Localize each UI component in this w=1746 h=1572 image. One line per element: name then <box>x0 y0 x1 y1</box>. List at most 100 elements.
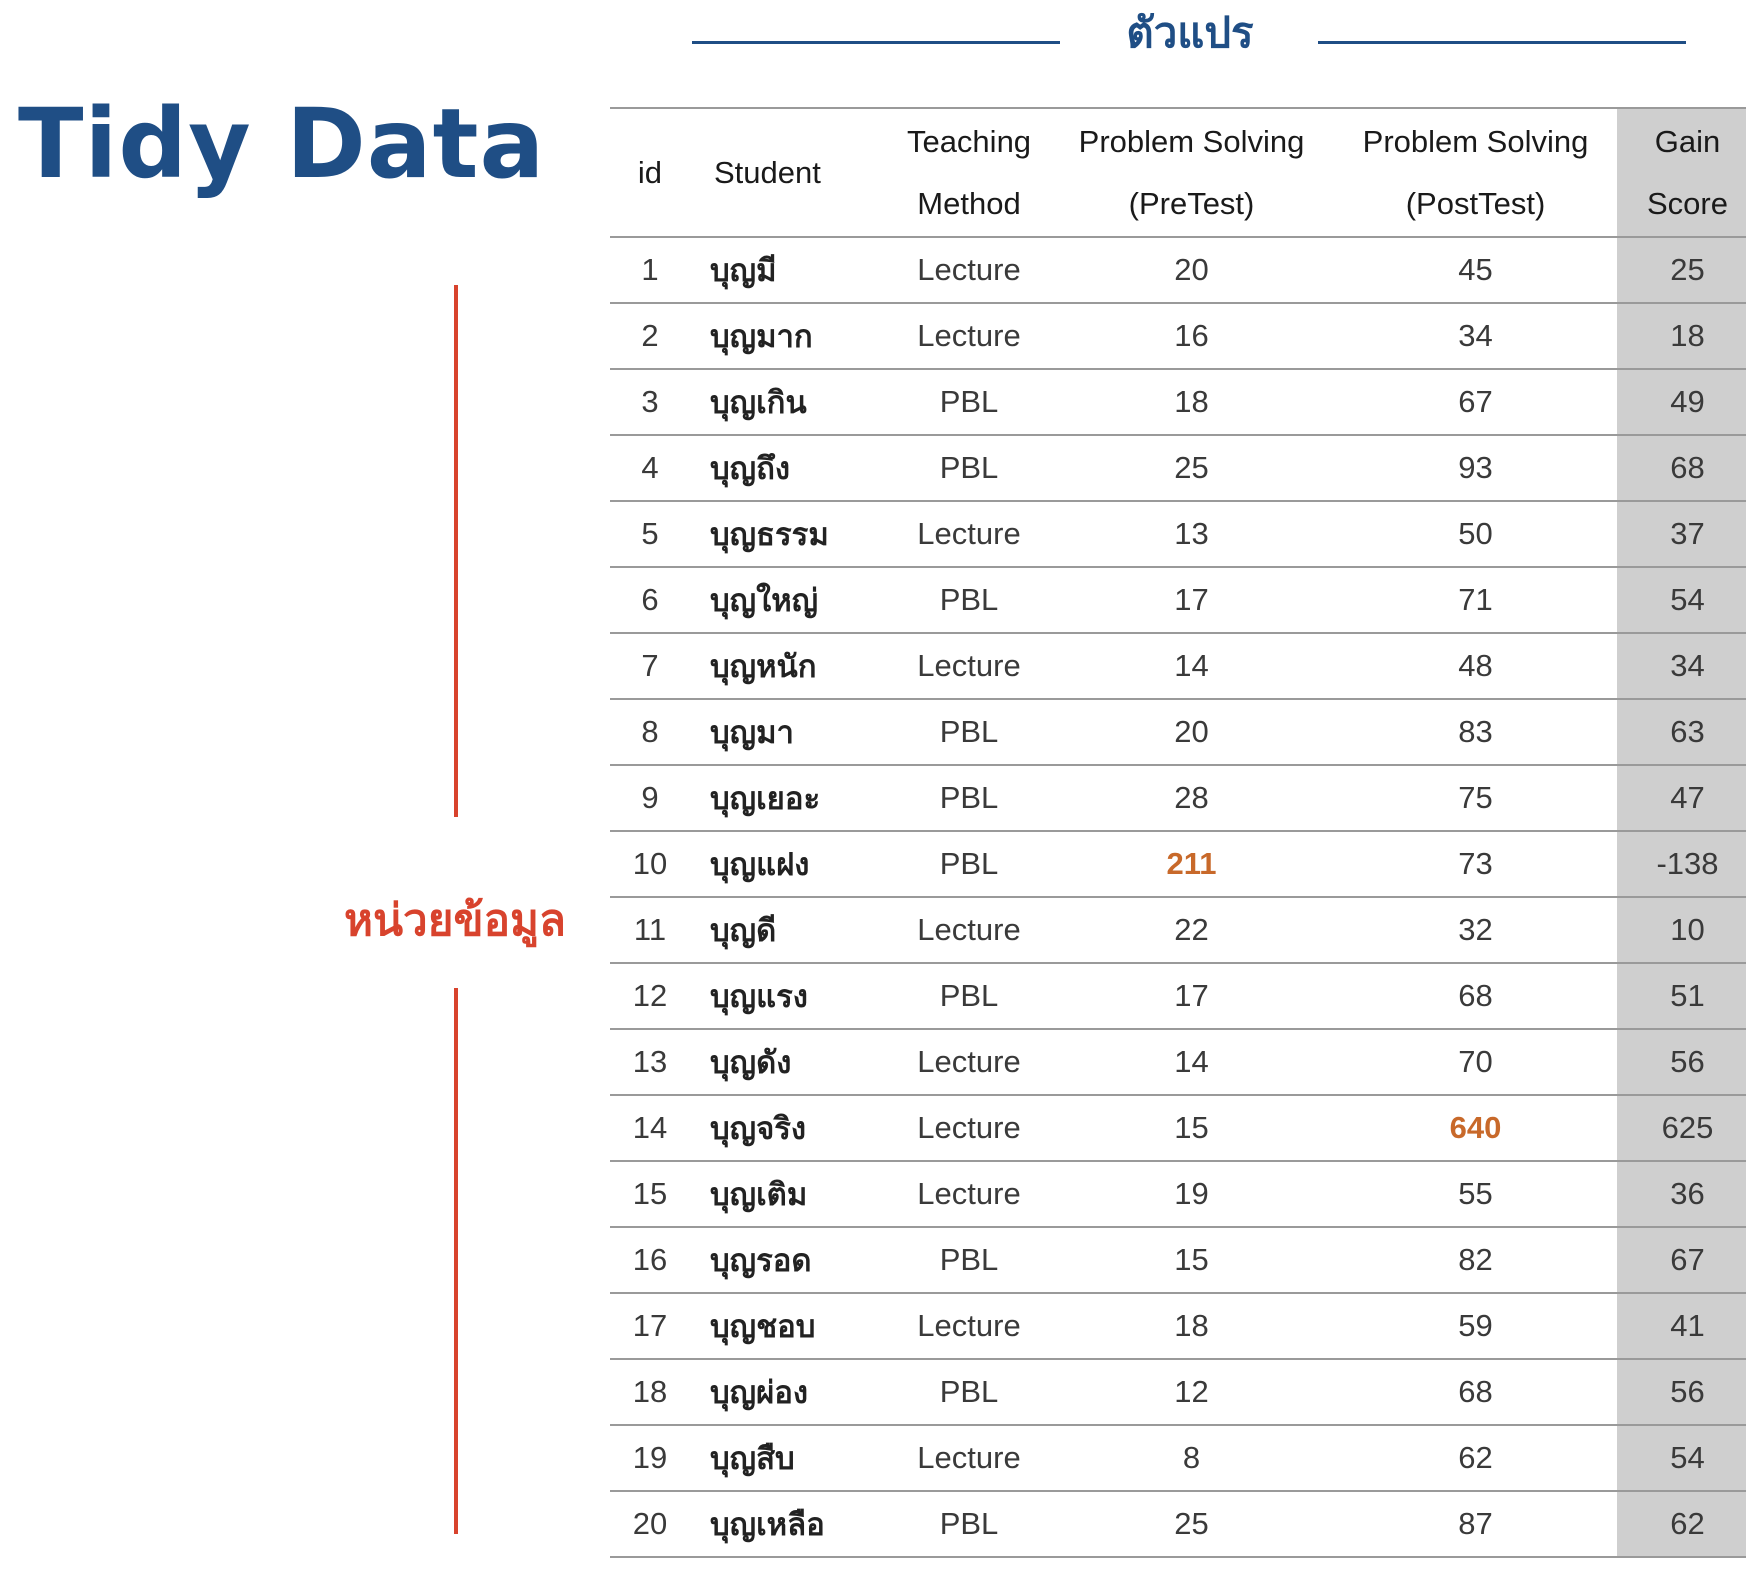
cell-id: 15 <box>610 1161 690 1228</box>
cell-posttest: 73 <box>1334 831 1617 898</box>
cell-id: 2 <box>610 303 690 370</box>
cell-pretest: 17 <box>1049 963 1334 1030</box>
cell-id: 8 <box>610 699 690 766</box>
cell-posttest: 62 <box>1334 1425 1617 1492</box>
table-row: 6 บุญใหญ่ PBL 17 71 54 <box>610 567 1746 634</box>
cell-posttest: 34 <box>1334 303 1617 370</box>
table-row: 7 บุญหนัก Lecture 14 48 34 <box>610 633 1746 700</box>
cell-pretest: 8 <box>1049 1425 1334 1492</box>
cell-teaching-method: Lecture <box>889 1095 1049 1162</box>
cell-id: 18 <box>610 1359 690 1426</box>
cell-teaching-method: Lecture <box>889 633 1049 700</box>
cell-teaching-method: PBL <box>889 765 1049 832</box>
cell-gain-score: 37 <box>1617 501 1746 568</box>
cell-teaching-method: PBL <box>889 1227 1049 1294</box>
cell-gain-score: 51 <box>1617 963 1746 1030</box>
cell-student: บุญรอด <box>690 1227 889 1294</box>
cell-teaching-method: Lecture <box>889 897 1049 964</box>
cell-student: บุญถึง <box>690 435 889 502</box>
cell-teaching-method: PBL <box>939 1506 999 1541</box>
cell-posttest: 82 <box>1334 1227 1617 1294</box>
header-posttest-line2: (PostTest) <box>1405 185 1546 221</box>
variables-bracket-line-left <box>692 41 1060 44</box>
cell-pretest: 25 <box>1049 435 1334 502</box>
cell-pretest: 12 <box>1049 1359 1334 1426</box>
table-row: 1 บุญมี Lecture 20 45 25 <box>610 237 1746 304</box>
table-row: 12 บุญแรง PBL 17 68 51 <box>610 963 1746 1030</box>
page-title: Tidy Data <box>18 88 546 200</box>
cell-gain-score: 41 <box>1617 1293 1746 1360</box>
table-row: 5 บุญธรรม Lecture 13 50 37 <box>610 501 1746 568</box>
cell-student: บุญผ่อง <box>690 1359 889 1426</box>
cell-posttest: 67 <box>1334 369 1617 436</box>
header-pretest-line1: Problem Solving <box>1078 123 1305 159</box>
cell-student: บุญมี <box>690 237 889 304</box>
cell-teaching-method: Lecture <box>889 1029 1049 1096</box>
header-gain-score-line1: Gain <box>1654 123 1721 159</box>
cell-student: บุญแฝง <box>690 831 889 898</box>
cell-posttest: 50 <box>1334 501 1617 568</box>
cell-gain-score: 10 <box>1617 897 1746 964</box>
cell-student: บุญสืบ <box>690 1425 889 1492</box>
cell-pretest: 16 <box>1049 303 1334 370</box>
table-row: 19 บุญสืบ Lecture 8 62 54 <box>610 1425 1746 1492</box>
cell-gain-score: 625 <box>1617 1095 1746 1162</box>
cell-teaching-method: PBL <box>889 963 1049 1030</box>
table-row: 20 บุญเหลือ PBL 25 87 62 <box>610 1491 1746 1557</box>
cell-posttest: 45 <box>1334 237 1617 304</box>
cell-pretest: 19 <box>1049 1161 1334 1228</box>
cell-student: บุญชอบ <box>690 1293 889 1360</box>
table-body: 1 บุญมี Lecture 20 45 25 2 บุญมาก Lecture 16 34 18 3… <box>610 237 1746 1557</box>
table-row: 18 บุญผ่อง PBL 12 68 56 <box>610 1359 1746 1426</box>
cell-id: 20 <box>632 1506 668 1541</box>
cell-teaching-method: Lecture <box>889 303 1049 370</box>
cell-id: 6 <box>610 567 690 634</box>
cell-student: บุญมา <box>690 699 889 766</box>
units-bracket-line-top <box>454 285 458 817</box>
table-row: 17 บุญชอบ Lecture 18 59 41 <box>610 1293 1746 1360</box>
cell-student: บุญจริง <box>690 1095 889 1162</box>
cell-pretest: 20 <box>1049 699 1334 766</box>
header-pretest-line2: (PreTest) <box>1128 185 1255 221</box>
cell-id: 17 <box>610 1293 690 1360</box>
header-posttest-line1: Problem Solving <box>1362 123 1589 159</box>
cell-pretest: 17 <box>1049 567 1334 634</box>
header-posttest: Problem Solving (PostTest) <box>1334 108 1617 238</box>
cell-gain-score: 63 <box>1617 699 1746 766</box>
cell-teaching-method: PBL <box>889 369 1049 436</box>
cell-posttest: 87 <box>1458 1506 1493 1541</box>
cell-posttest: 93 <box>1334 435 1617 502</box>
cell-pretest: 13 <box>1049 501 1334 568</box>
header-teaching-method: Teaching Method <box>889 108 1049 238</box>
cell-pretest: 211 <box>1049 831 1334 898</box>
cell-gain-score: 56 <box>1617 1359 1746 1426</box>
table-row: 3 บุญเกิน PBL 18 67 49 <box>610 369 1746 436</box>
cell-id: 5 <box>610 501 690 568</box>
header-pretest: Problem Solving (PreTest) <box>1049 108 1334 238</box>
cell-gain-score: 56 <box>1617 1029 1746 1096</box>
cell-pretest: 22 <box>1049 897 1334 964</box>
table-row: 15 บุญเติม Lecture 19 55 36 <box>610 1161 1746 1228</box>
cell-gain-score: 36 <box>1617 1161 1746 1228</box>
cell-id: 14 <box>610 1095 690 1162</box>
cell-gain-score: 34 <box>1617 633 1746 700</box>
cell-gain-score: 25 <box>1617 237 1746 304</box>
variables-label: ตัวแปร <box>1126 8 1254 57</box>
cell-student: บุญมาก <box>690 303 889 370</box>
table-row: 4 บุญถึง PBL 25 93 68 <box>610 435 1746 502</box>
cell-pretest: 14 <box>1049 1029 1334 1096</box>
cell-posttest: 68 <box>1334 963 1617 1030</box>
cell-teaching-method: Lecture <box>889 237 1049 304</box>
cell-gain-score: 54 <box>1617 567 1746 634</box>
cell-id: 9 <box>610 765 690 832</box>
cell-student: บุญเกิน <box>690 369 889 436</box>
header-teaching-method-line1: Teaching <box>906 123 1032 159</box>
cell-posttest: 48 <box>1334 633 1617 700</box>
cell-posttest: 32 <box>1334 897 1617 964</box>
cell-id: 1 <box>610 237 690 304</box>
cell-student: บุญดัง <box>690 1029 889 1096</box>
cell-pretest: 18 <box>1049 369 1334 436</box>
cell-pretest: 14 <box>1049 633 1334 700</box>
table-row: 10 บุญแฝง PBL 211 73 -138 <box>610 831 1746 898</box>
cell-student: บุญใหญ่ <box>690 567 889 634</box>
